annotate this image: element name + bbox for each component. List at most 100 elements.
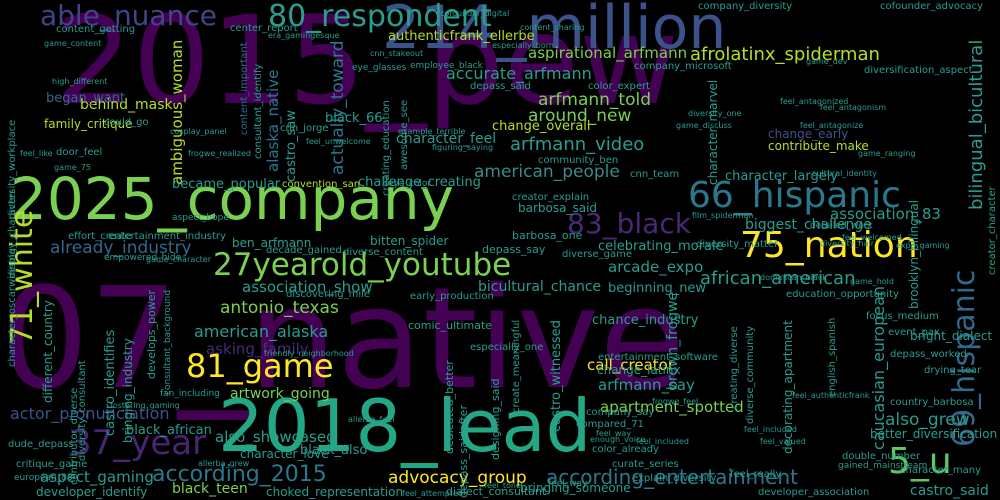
word-66-hispanic-8: 66_hispanic (688, 175, 901, 216)
word-company-microsoft-115: company_microsoft (634, 61, 732, 72)
word-37-year-13: 37_year (70, 423, 207, 463)
word-diverse-community-143: diverse_community (745, 325, 756, 424)
word-challenge-creating-61: challenge_creating (358, 175, 481, 190)
word-afrolatinx-spiderman-18: afrolatinx_spiderman (690, 44, 880, 65)
word-discovering-mile-122: discovering_mile (286, 289, 371, 300)
word-convention-san-63: convention_san (282, 179, 361, 190)
word-allerba-grew-184: allerba_grew (198, 459, 250, 468)
word-example-terrible-158: example_terrible (398, 127, 466, 136)
word-diverse-game-79: diverse_game (562, 249, 633, 260)
word-game-dev-203: game_dev (806, 57, 848, 66)
word-creator-explain-72: creator_explain (512, 192, 590, 203)
word-arcade-expo-40: arcade_expo (608, 258, 704, 276)
word-already-industry-28: already_industry (50, 238, 192, 258)
word-association-83-41: association_83 (830, 205, 941, 223)
word-allerba-feel-189: allerba_feel (348, 415, 395, 424)
word-became-popular-62: became_popular (172, 177, 281, 192)
word-double-number-131: double_number (842, 451, 921, 462)
word-aspect-hope-176: aspect_hope (172, 213, 229, 223)
word-feel-way-153: feel_way (548, 479, 588, 489)
word-feel-included-191: feel_included (636, 437, 689, 446)
word-depass-say-77: depass_say (482, 243, 546, 256)
word-change-overall-59: change_overall (492, 119, 591, 134)
word-brooklyn-bilingual-69: brooklyn_bilingual (907, 199, 921, 309)
word-center-report-54: center_report (230, 23, 298, 34)
word-company-say-89: company_say (586, 407, 655, 418)
word-able-nuance-6: able_nuance (40, 0, 217, 32)
word-develops-power-138: develops_power (145, 289, 158, 379)
word-antonio-texas-30: antonio_texas (220, 298, 339, 318)
word-actually-toward-27: actually_toward (328, 40, 348, 176)
word-alaska-native-26: alaska_native (264, 69, 282, 172)
word-feel-attempted-178: feel_attempted (402, 489, 463, 498)
word-display-character-111: display_character (7, 189, 18, 278)
word-authenticfrank-ellerbe-53: authenticfrank_ellerbe (388, 29, 535, 44)
word-consultant-identify-57: consultant_identify (253, 63, 264, 159)
word-dude-depass-99: dude_depass (8, 439, 74, 450)
word-black-also-95: black_also (300, 443, 368, 458)
word-character-marvel-67: character_marvel (706, 79, 720, 185)
word-feel-unwelcome-190: feel_unwelcome (306, 137, 371, 146)
word-game-hold-174: game_hold (850, 277, 894, 286)
word-eye-glasses-173: eye_glasses (352, 63, 407, 73)
word-game-character-169: game_character (146, 255, 212, 264)
word-aspirational-arfmann-19: aspirational_arfmann (528, 44, 688, 62)
word-high-different-194: high_different (52, 77, 108, 86)
word-feel-included-201: feel_included (744, 425, 797, 434)
word-arfmann-told-21: arfmann_told (538, 90, 651, 110)
word-fostering-gaming-152: fostering_gaming (110, 401, 180, 410)
word-feel-really-130: feel_really (730, 469, 782, 480)
word-castro-witnessed-87: castro_witnessed (549, 320, 564, 432)
word-empowered-hide-133: empowered_hide (104, 253, 182, 263)
word-game-ranging-186: game_ranging (858, 149, 916, 158)
word-contribute-make-64: contribute_make (768, 139, 869, 153)
word-feel-authenticfrank-159: feel_authenticfrank (792, 391, 870, 400)
word-especially-one-119: especially_one (470, 342, 544, 353)
word-apartment-spotted-43: apartment_spotted (600, 398, 744, 416)
word-diversity-hair-166: diversity_hair (820, 239, 874, 248)
word-family-critique-52: family_critique (44, 117, 133, 131)
word-european-83-149: european_83 (14, 473, 73, 483)
word-country-barbosa-105: country_barbosa (890, 397, 974, 408)
word-diversity-matter-145: diversity_matter (696, 239, 779, 250)
word-bicultural-chance-80: bicultural_chance (478, 279, 602, 295)
word-214-million-4: 214_million (382, 0, 727, 63)
word-american-people-24: american_people (474, 162, 620, 182)
word-27yearold-youtube-7: 27yearold_youtube (213, 247, 512, 283)
word-feel-antagonize-199: feel_antagonize (800, 121, 864, 130)
word-contributor-diverse-192: contributor_diverse (69, 387, 80, 485)
word-game-discuss-163: game_discuss (676, 121, 732, 130)
word-comic-ultimate-88: comic_ultimate (408, 319, 493, 332)
word-dialect-consultant-128: dialect_consultant (446, 485, 547, 498)
word-dominican-black-161: dominican_black (760, 273, 827, 282)
word-game-75-168: game_75 (54, 163, 91, 172)
word-advocacy-group-36: advocacy_group (388, 468, 527, 488)
word-friendly-neighborhood-151: friendly_neighborhood (264, 349, 354, 358)
word-2018-lead-3: 2018_lead (218, 384, 592, 468)
word-also-showcased-35: also_showcased (215, 428, 336, 446)
word-feel-welcomed-198: feel_welcomed (842, 233, 902, 242)
word-2015-pew-1: 2015_pew (55, 0, 679, 132)
word-depass-said-117: depass_said (470, 81, 531, 92)
word-figuring-saying-177: figuring_saying (432, 143, 494, 152)
word-began-want-51: began_want (46, 91, 126, 106)
word-community-ben-60: community_ben (538, 155, 619, 166)
word-character-feel-58: character_feel (396, 131, 497, 147)
word-enough-voice-148: enough_voice (590, 435, 646, 444)
word-character-largely-66: character_largely (725, 169, 839, 184)
word-dedicated-better-126: dedicated_better (443, 360, 456, 454)
word-cnn-team-70: cnn_team (630, 169, 680, 180)
word-change-latinx-83: change_latinx (597, 363, 681, 377)
word-cofounder-advocacy-113: cofounder_advocacy (880, 1, 984, 12)
word-diversification-aspect-118: diversification_aspect (864, 65, 973, 76)
word-frogwe-feel-196: frogwe_feel (652, 397, 699, 406)
word-focus-medium-165: focus_medium (866, 311, 939, 322)
word-consultant-background-139: consultant_background (163, 289, 173, 395)
word-door-feel-112: door_feel (56, 147, 103, 158)
word-feel-tone-195: feel_tone (484, 481, 521, 490)
word-feel-way-187: feel_way (596, 429, 632, 438)
word-american-alaska-31: american_alaska (194, 322, 329, 341)
word-critique-game-97: critique_game (16, 459, 88, 470)
word-diverse-content-78: diverse_content (343, 247, 423, 258)
word-artwork-going-33: artwork_going (230, 386, 330, 402)
